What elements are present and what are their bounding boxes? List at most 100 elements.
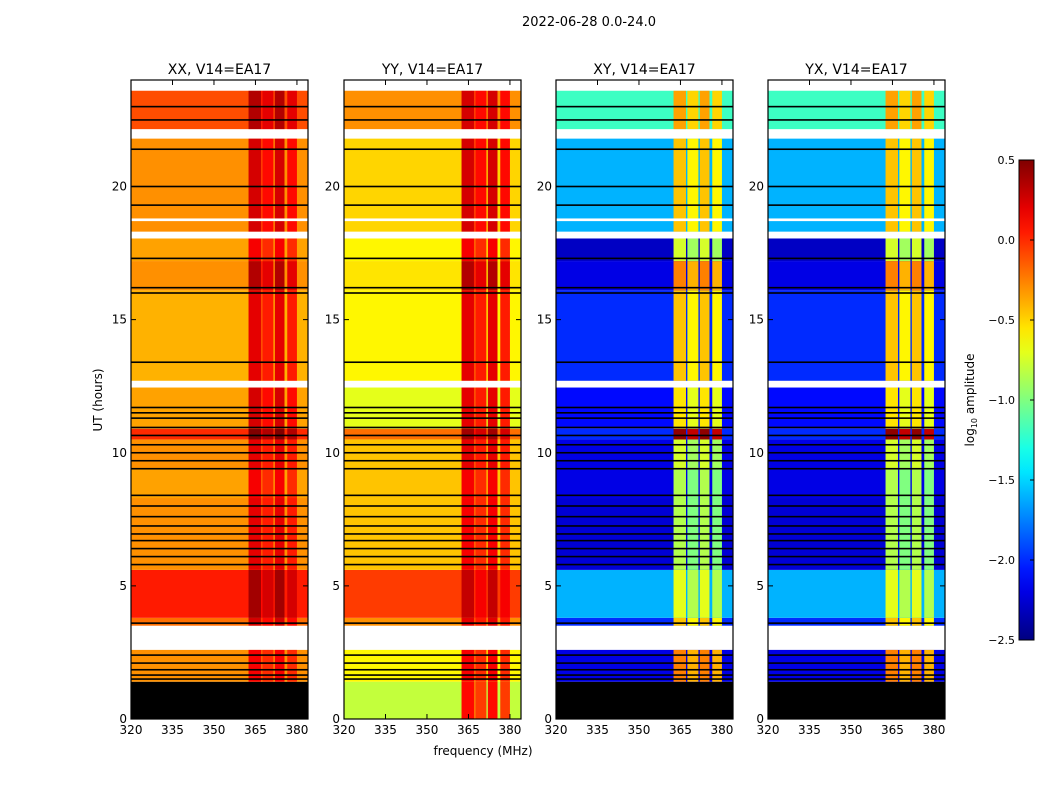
heatmap-cell-rfi [885, 138, 898, 232]
heatmap-cell-rfi [885, 90, 898, 130]
flag-line [131, 547, 308, 550]
flag-line [131, 555, 308, 558]
heatmap-cell-rfi [500, 468, 510, 499]
flag-line [131, 563, 308, 566]
colorbar-tick-label: −1.5 [988, 474, 1015, 487]
flag-line [556, 185, 733, 188]
x-tick-label: 320 [333, 723, 356, 737]
heatmap-cell-rfi [699, 428, 710, 440]
heatmap-cell-rfi [461, 569, 474, 618]
colorbar: 0.5 0.0 −0.5 −1.0 −1.5 −2.0 −2.5 [988, 154, 1035, 647]
panel-xy: XY, V14=EA17 320 335 350 365 380 0 5 10 15 20 [537, 62, 734, 737]
heatmap-cell-rfi [461, 238, 474, 262]
heatmap-cell-rfi [911, 569, 922, 618]
heatmap-cell-rfi [673, 261, 686, 291]
data-gap [556, 625, 733, 650]
heatmap-cell-rfi [248, 90, 261, 130]
heatmap-cell-gap [473, 468, 476, 499]
x-tick-label: 320 [120, 723, 143, 737]
heatmap-cell-rfi [461, 90, 474, 130]
heatmap-cell-rfi [687, 90, 699, 130]
y-tick-label: 10 [325, 446, 340, 460]
flag-line [131, 505, 308, 507]
heatmap-cell-rfi [673, 649, 686, 682]
flag-line [768, 426, 945, 429]
y-tick-label: 0 [544, 712, 552, 726]
heatmap-cell-rfi [673, 238, 686, 262]
heatmap-cell-flagged [131, 681, 308, 719]
flag-line [768, 417, 945, 419]
flag-line [556, 467, 733, 470]
heatmap-cell-gap [473, 138, 476, 232]
heatmap-cell-gap [473, 681, 476, 719]
x-tick-label: 380 [710, 723, 733, 737]
flag-line [768, 257, 945, 260]
heatmap-cell-rfi [461, 428, 474, 440]
y-tick-label: 5 [332, 579, 340, 593]
heatmap-cell-rfi [500, 290, 510, 381]
flag-line [556, 494, 733, 497]
flag-line [556, 426, 733, 429]
flag-line [556, 204, 733, 206]
heatmap-cell-rfi [475, 681, 487, 719]
flag-line [131, 668, 308, 671]
heatmap-cell-rfi [924, 238, 934, 262]
heatmap-cell-rfi [885, 428, 898, 440]
heatmap-cell-rfi [885, 569, 898, 618]
flag-line [131, 105, 308, 108]
flag-line [768, 148, 945, 151]
heatmap-cell-rfi [487, 138, 498, 232]
colorbar-tick-label: −2.0 [988, 554, 1015, 567]
heatmap-cell-rfi [461, 649, 474, 682]
heatmap-cell-rfi [461, 261, 474, 291]
flag-line [768, 412, 945, 414]
flag-line [768, 361, 945, 364]
flag-line [131, 451, 308, 454]
heatmap-cell-rfi [287, 468, 297, 499]
flag-line [768, 406, 945, 409]
heatmap-cell-rfi [712, 617, 722, 626]
heatmap-cell-rfi [687, 238, 699, 262]
heatmap-cell-rfi [248, 138, 261, 232]
flag-line [344, 563, 521, 566]
heatmap-cell-rfi [899, 649, 911, 682]
flag-line [131, 515, 308, 518]
heatmap-cell-rfi [487, 238, 498, 262]
flag-line [131, 459, 308, 462]
heatmap-cell-rfi [699, 290, 710, 381]
flag-line [556, 451, 733, 454]
heatmap-cell-rfi [475, 428, 487, 440]
flag-line [556, 674, 733, 676]
heatmap-cell-rfi [262, 138, 274, 232]
flag-line [131, 467, 308, 470]
heatmap-cell-rfi [274, 649, 285, 682]
heatmap-cell-rfi [487, 617, 498, 626]
flag-line [344, 105, 521, 108]
flag-line [344, 292, 521, 294]
heatmap-cell-rfi [687, 428, 699, 440]
flag-line [768, 505, 945, 507]
data-gap [131, 80, 308, 91]
heatmap-cell-rfi [487, 428, 498, 440]
colorbar-tick-label: 0.5 [998, 154, 1016, 167]
flag-line [131, 412, 308, 414]
heatmap-cell-rfi [712, 290, 722, 381]
data-gap [344, 625, 521, 650]
heatmap-cell-rfi [885, 468, 898, 499]
heatmap-cell-base [768, 428, 945, 440]
heatmap-cell-rfi [274, 468, 285, 499]
heatmap-cell-rfi [699, 569, 710, 618]
flag-line [556, 417, 733, 419]
panel-title: XY, V14=EA17 [593, 62, 695, 78]
flag-line [131, 185, 308, 188]
heatmap-cell-base [344, 617, 521, 626]
heatmap-cell-rfi [712, 649, 722, 682]
heatmap-cell-rfi [248, 428, 261, 440]
data-gap [131, 380, 308, 388]
heatmap-cell-rfi [262, 569, 274, 618]
heatmap-cell-rfi [500, 138, 510, 232]
heatmap-cell-rfi [274, 238, 285, 262]
heatmap-cell-rfi [262, 90, 274, 130]
heatmap-cell-rfi [274, 290, 285, 381]
